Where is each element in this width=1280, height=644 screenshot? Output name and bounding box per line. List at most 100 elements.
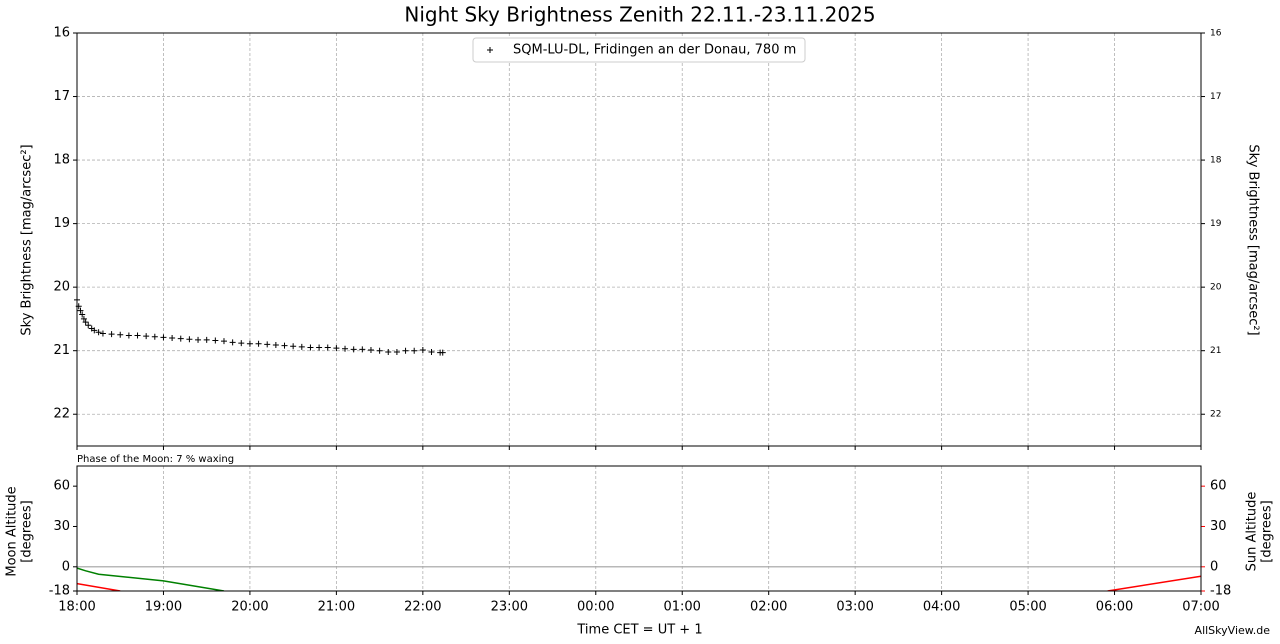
x-tick-label: 20:00 xyxy=(231,600,268,615)
data-point xyxy=(316,344,323,351)
x-tick-label: 03:00 xyxy=(836,600,873,615)
y-tick-label: 0 xyxy=(62,559,70,574)
data-point xyxy=(246,340,253,347)
data-point xyxy=(324,344,331,351)
y-tick-label: 16 xyxy=(53,26,70,41)
x-axis-label: Time CET = UT + 1 xyxy=(576,623,702,638)
y2-tick-label: 17 xyxy=(1210,92,1221,102)
data-point xyxy=(367,347,374,354)
data-point xyxy=(80,315,87,322)
data-point xyxy=(307,344,314,351)
x-tick-label: 18:00 xyxy=(58,600,95,615)
y-axis-label: [degrees] xyxy=(20,500,35,562)
data-point xyxy=(359,346,366,353)
data-point xyxy=(298,343,305,350)
x-tick-label: 19:00 xyxy=(145,600,182,615)
y2-tick-label: 60 xyxy=(1210,479,1227,494)
data-point xyxy=(342,345,349,352)
data-point xyxy=(99,330,106,337)
y-tick-label: 60 xyxy=(53,479,70,494)
data-point xyxy=(281,342,288,349)
data-point xyxy=(195,336,202,343)
data-point xyxy=(134,332,141,339)
x-tick-label: 04:00 xyxy=(923,600,960,615)
y2-tick-label: 0 xyxy=(1210,559,1218,574)
data-point xyxy=(419,347,426,354)
y2-tick-label: 19 xyxy=(1210,219,1222,229)
y-tick-label: 22 xyxy=(53,407,70,422)
data-point xyxy=(350,346,357,353)
x-tick-label: 23:00 xyxy=(491,600,528,615)
data-point xyxy=(125,332,132,339)
data-point xyxy=(385,348,392,355)
data-point xyxy=(411,347,418,354)
data-point xyxy=(95,329,102,336)
y-tick-label: 18 xyxy=(53,153,70,168)
data-point xyxy=(85,322,92,329)
data-point xyxy=(169,334,176,341)
y-axis-label: Sky Brightness [mag/arcsec²] xyxy=(20,144,35,335)
y-tick-label: 17 xyxy=(53,89,70,104)
x-tick-label: 22:00 xyxy=(404,600,441,615)
data-point xyxy=(77,307,84,314)
y-axis-label: Moon Altitude xyxy=(5,486,20,576)
data-point xyxy=(255,340,262,347)
data-point xyxy=(333,345,340,352)
y2-tick-label: 22 xyxy=(1210,410,1221,420)
data-point xyxy=(151,333,158,340)
credit: AllSkyView.de xyxy=(1195,624,1271,637)
x-tick-label: 00:00 xyxy=(577,600,614,615)
data-point xyxy=(238,340,245,347)
y2-tick-label: 30 xyxy=(1210,519,1227,534)
data-point xyxy=(79,311,86,318)
data-point xyxy=(393,348,400,355)
data-point xyxy=(177,335,184,342)
x-tick-label: 07:00 xyxy=(1182,600,1219,615)
y2-tick-label: 20 xyxy=(1210,283,1222,293)
data-point xyxy=(143,333,150,340)
line-series xyxy=(77,567,225,591)
y2-tick-label: 18 xyxy=(1210,156,1222,166)
y2-axis-label: [degrees] xyxy=(1260,500,1275,562)
y2-axis-label: Sky Brightness [mag/arcsec²] xyxy=(1246,144,1261,335)
data-point xyxy=(203,336,210,343)
y2-tick-label: 16 xyxy=(1210,29,1222,39)
data-point xyxy=(439,349,446,356)
data-point xyxy=(82,319,89,326)
y-tick-label: -18 xyxy=(49,584,70,599)
data-point xyxy=(290,343,297,350)
y-tick-label: 20 xyxy=(53,280,70,295)
plot-frame xyxy=(76,465,1202,592)
x-tick-label: 02:00 xyxy=(750,600,787,615)
y2-tick-label: 21 xyxy=(1210,346,1221,356)
data-point xyxy=(212,337,219,344)
chart-title: Night Sky Brightness Zenith 22.11.-23.11… xyxy=(404,3,875,27)
x-tick-label: 05:00 xyxy=(1009,600,1046,615)
data-point xyxy=(186,336,193,343)
legend-label: SQM-LU-DL, Fridingen an der Donau, 780 m xyxy=(513,43,796,58)
line-series xyxy=(77,575,1201,591)
legend-box xyxy=(472,37,806,63)
data-point xyxy=(229,339,236,346)
x-tick-label: 21:00 xyxy=(318,600,355,615)
data-point xyxy=(376,347,383,354)
y2-tick-label: -18 xyxy=(1210,584,1231,599)
legend-marker xyxy=(487,47,493,53)
y2-axis-label: Sun Altitude xyxy=(1245,492,1260,572)
y-tick-label: 21 xyxy=(53,343,70,358)
annotation: Phase of the Moon: 7 % waxing xyxy=(77,454,234,465)
x-tick-label: 06:00 xyxy=(1096,600,1133,615)
data-point xyxy=(160,334,167,341)
data-point xyxy=(428,348,435,355)
plot-frame xyxy=(76,32,1202,447)
data-point xyxy=(220,338,227,345)
data-point xyxy=(272,341,279,348)
data-point xyxy=(91,327,98,334)
data-point xyxy=(402,347,409,354)
x-tick-label: 01:00 xyxy=(663,600,700,615)
data-point xyxy=(264,341,271,348)
data-point xyxy=(108,331,115,338)
data-point xyxy=(117,331,124,338)
y-tick-label: 30 xyxy=(53,519,70,534)
